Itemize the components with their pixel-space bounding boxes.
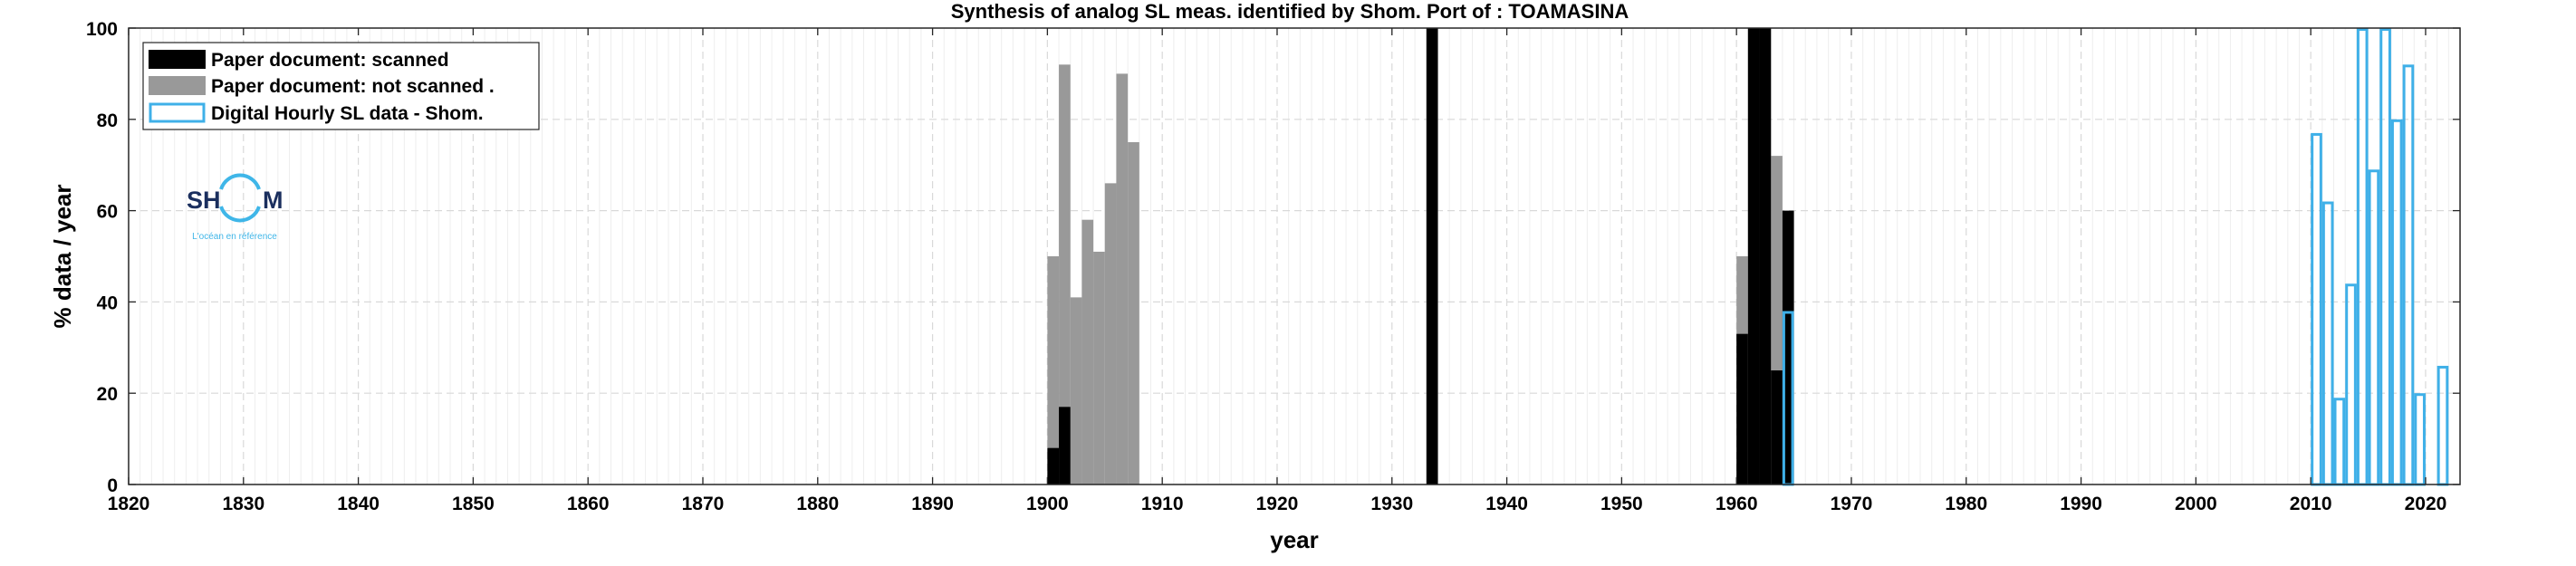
legend-box — [142, 42, 540, 130]
x-tick-label: 1870 — [682, 494, 725, 514]
logo-text-right: M — [263, 187, 284, 214]
bar-scanned — [1759, 28, 1772, 484]
bar-not-scanned — [1128, 142, 1139, 484]
chart-title: Synthesis of analog SL meas. identified … — [951, 0, 1629, 23]
y-tick-label: 40 — [97, 293, 118, 313]
bar-digital — [2356, 28, 2369, 486]
bar-not-scanned — [1047, 256, 1060, 484]
y-tick-label: 100 — [86, 19, 118, 40]
bar-digital — [2402, 64, 2415, 486]
bar-scanned — [1736, 333, 1748, 484]
logo-tagline: L'océan en référence — [192, 232, 277, 242]
x-tick-label: 1910 — [1141, 494, 1184, 514]
x-tick-label: 1860 — [567, 494, 610, 514]
x-tick-label: 1880 — [796, 494, 839, 514]
bar-digital — [2437, 365, 2449, 486]
bar-not-scanned — [1070, 297, 1082, 484]
shom-logo: SH M L'océan en référence — [187, 173, 284, 242]
bar-not-scanned — [1116, 73, 1129, 485]
bar-not-scanned — [1081, 219, 1094, 484]
legend-label-scanned: Paper document: scanned — [211, 50, 449, 71]
x-axis-label: year — [1270, 526, 1319, 553]
logo-text-left: SH — [187, 187, 221, 214]
y-tick-label: 0 — [107, 475, 118, 496]
bar-scanned — [1047, 447, 1060, 484]
legend-label-not-scanned: Paper document: not scanned . — [211, 76, 495, 97]
bar-digital — [2333, 398, 2346, 486]
bar-scanned — [1782, 210, 1794, 484]
x-tick-label: 1840 — [337, 494, 380, 514]
ticks-layer: 1820 1830 1840 1850 1860 1870 1880 1890 1900 1910… — [86, 19, 2460, 514]
x-tick-label: 2000 — [2175, 494, 2217, 514]
x-tick-label: 1890 — [911, 494, 954, 514]
x-tick-label: 1980 — [1945, 494, 1987, 514]
bar-not-scanned — [1059, 64, 1071, 484]
x-tick-label: 1990 — [2060, 494, 2102, 514]
x-tick-label: 1940 — [1485, 494, 1528, 514]
bar-digital — [2379, 28, 2391, 486]
x-tick-label: 1970 — [1831, 494, 1873, 514]
logo-ring-top-icon — [219, 173, 261, 190]
x-tick-label: 2010 — [2290, 494, 2332, 514]
x-tick-label: 1930 — [1370, 494, 1413, 514]
legend-label-digital: Digital Hourly SL data - Shom. — [211, 103, 484, 124]
bar-digital — [2414, 393, 2426, 486]
plot-frame — [128, 27, 2461, 485]
bar-digital — [2345, 283, 2357, 486]
x-tick-label: 1950 — [1600, 494, 1643, 514]
legend-swatch-digital — [149, 102, 206, 123]
x-tick-label: 1850 — [452, 494, 495, 514]
legend: Paper document: scanned Paper document: … — [142, 42, 540, 130]
bar-digital — [2390, 119, 2403, 486]
bar-not-scanned — [1104, 183, 1117, 485]
bar-digital — [2368, 169, 2380, 486]
bar-digital — [2321, 201, 2334, 486]
bar-scanned — [1771, 370, 1783, 484]
bar-scanned — [1426, 28, 1438, 484]
y-tick-label: 20 — [97, 384, 118, 405]
y-axis-label: % data / year — [49, 185, 76, 329]
bar-digital — [2311, 132, 2322, 486]
bar-scanned — [1059, 407, 1071, 484]
bar-not-scanned — [1093, 251, 1105, 484]
x-tick-label: 1920 — [1256, 494, 1299, 514]
y-tick-label: 60 — [97, 202, 118, 223]
x-tick-label: 1830 — [222, 494, 264, 514]
legend-swatch-not-scanned — [149, 76, 206, 95]
bars-layer — [1047, 28, 2449, 486]
x-tick-label: 1820 — [108, 494, 150, 514]
legend-swatch-scanned — [149, 50, 206, 69]
x-tick-label: 2020 — [2405, 494, 2447, 514]
x-tick-label: 1960 — [1716, 494, 1758, 514]
x-tick-label: 1900 — [1026, 494, 1069, 514]
y-tick-label: 80 — [97, 110, 118, 131]
logo-ring-bottom-icon — [219, 206, 261, 223]
bar-scanned — [1747, 28, 1760, 484]
